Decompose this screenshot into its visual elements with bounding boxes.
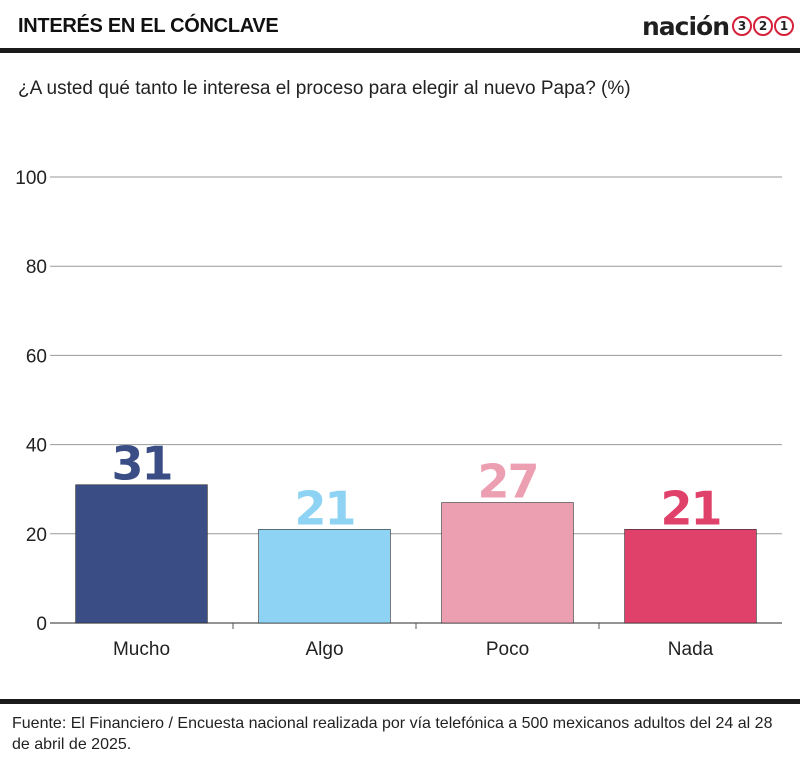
data-label-nada: 21 bbox=[660, 481, 720, 535]
brand-logo: nación 3 2 1 bbox=[642, 8, 794, 44]
y-tick-label-40: 40 bbox=[26, 436, 47, 457]
bar-nada bbox=[624, 529, 757, 624]
y-tick-label-20: 20 bbox=[26, 525, 47, 546]
bar-poco bbox=[441, 502, 574, 624]
y-tick-label-100: 100 bbox=[15, 168, 47, 189]
chart-question: ¿A usted qué tanto le interesa el proces… bbox=[18, 78, 631, 99]
bar-mucho bbox=[75, 484, 208, 624]
bar-chart: 0 20 40 60 80 100 31 Mucho 21 Algo 27 Poco 21 Nada bbox=[15, 168, 782, 660]
source-note: Fuente: El Financiero / Encuesta naciona… bbox=[12, 715, 773, 753]
data-label-mucho: 31 bbox=[111, 437, 171, 491]
data-label-poco: 27 bbox=[477, 455, 537, 509]
y-tick-label-80: 80 bbox=[26, 257, 47, 278]
page-title: INTERÉS EN EL CÓNCLAVE bbox=[18, 15, 279, 37]
bottom-divider bbox=[0, 699, 800, 704]
y-tick-label-60: 60 bbox=[26, 346, 47, 367]
x-tick-label-mucho: Mucho bbox=[113, 639, 170, 660]
logo-digit-3: 3 bbox=[732, 16, 752, 36]
logo-digit-2: 2 bbox=[753, 16, 773, 36]
x-tick-label-poco: Poco bbox=[486, 639, 529, 660]
x-tick-label-algo: Algo bbox=[305, 639, 343, 660]
top-divider bbox=[0, 48, 800, 53]
bar-algo bbox=[258, 529, 391, 624]
data-label-algo: 21 bbox=[294, 481, 354, 535]
logo-text: nación bbox=[641, 11, 730, 41]
header: INTERÉS EN EL CÓNCLAVE nación 3 2 1 bbox=[0, 0, 800, 52]
y-tick-label-0: 0 bbox=[36, 614, 47, 635]
logo-digit-1: 1 bbox=[774, 16, 794, 36]
x-tick-label-nada: Nada bbox=[668, 639, 714, 660]
